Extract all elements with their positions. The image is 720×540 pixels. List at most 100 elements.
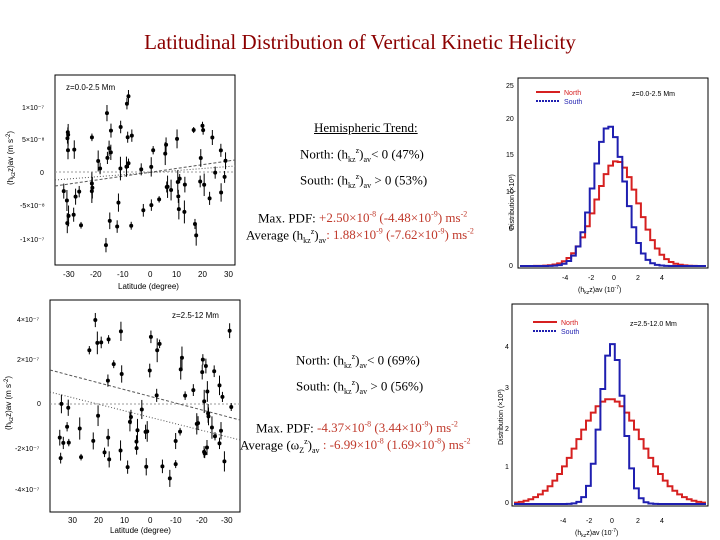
top-scatter-panel: z=0.0-2.5 Mm 1×10⁻⁷ 5×10⁻⁸ 0 -5×10⁻⁸ -1×… (6, 74, 236, 291)
bottom-max-pdf: Max. PDF: -4.37×10-8 (3.44×10-9) ms-2 (256, 420, 458, 436)
bottom-histogram-xtick: -2 (586, 518, 592, 525)
data-point (115, 224, 120, 229)
data-point (108, 150, 113, 155)
data-point (222, 459, 227, 464)
data-point (182, 182, 187, 187)
data-point (103, 243, 108, 248)
bottom-histogram-xtick: 4 (660, 518, 664, 525)
data-point (144, 464, 149, 469)
data-point (105, 378, 110, 383)
data-point (125, 135, 130, 140)
data-point (210, 135, 215, 140)
data-point (179, 355, 184, 360)
data-point (106, 435, 111, 440)
top-histogram-ytick: 5 (509, 226, 513, 233)
data-point (118, 166, 123, 171)
top-legend-north: North (564, 90, 581, 97)
data-point (98, 166, 103, 171)
top-average: Average (hkzz)av: 1.88×10-9 (-7.62×10-9)… (246, 227, 474, 245)
data-point (65, 221, 70, 226)
bottom-scatter-points (57, 312, 234, 487)
data-point (126, 161, 131, 166)
data-point (204, 445, 209, 450)
data-point (107, 218, 112, 223)
data-point (79, 223, 84, 228)
bottom-histogram-ytick: 1 (505, 464, 509, 471)
top-scatter-points (61, 89, 228, 253)
data-point (87, 348, 92, 353)
data-point (104, 111, 109, 116)
top-histogram-xtick: -4 (562, 275, 568, 282)
bottom-histogram-xlabel: (hkzz)av (10-7) (575, 528, 618, 539)
data-point (206, 414, 211, 419)
data-point (173, 439, 178, 444)
top-histogram-north-series (520, 160, 706, 267)
top-scatter-xtick: -20 (90, 270, 102, 279)
data-point (200, 123, 205, 128)
data-point (191, 128, 196, 133)
data-point (212, 369, 217, 374)
data-point (178, 429, 183, 434)
data-point (89, 135, 94, 140)
bottom-scatter-xtick: 20 (94, 516, 103, 525)
data-point (203, 364, 208, 369)
bottom-histogram-depth-label: z=2.5-12.0 Mm (630, 321, 677, 328)
data-point (89, 181, 94, 186)
data-point (59, 401, 64, 406)
data-point (96, 413, 101, 418)
data-point (219, 190, 224, 195)
data-point (205, 389, 210, 394)
data-point (143, 429, 148, 434)
data-point (73, 194, 78, 199)
bottom-scatter-xtick: -20 (196, 516, 208, 525)
bottom-scatter-xlabel: Latitude (degree) (110, 526, 171, 535)
data-point (107, 146, 112, 151)
top-histogram-ytick: 20 (506, 116, 514, 123)
top-north-trend: North: (hkzz)av< 0 (47%) (300, 146, 424, 164)
bottom-scatter-depth-label: z=2.5-12 Mm (172, 311, 219, 320)
top-scatter-xtick: 0 (148, 270, 153, 279)
top-histogram-xlabel: (hkzz)av (10-7) (578, 285, 621, 296)
top-max-pdf: Max. PDF: +2.50×10-8 (-4.48×10-9) ms-2 (258, 210, 468, 226)
data-point (93, 318, 98, 323)
data-point (71, 212, 76, 217)
data-point (102, 450, 107, 455)
bottom-legend-north: North (561, 320, 578, 327)
top-histogram-xtick: -2 (588, 275, 594, 282)
data-point (65, 424, 70, 429)
data-point (155, 348, 160, 353)
top-scatter-xtick: 10 (172, 270, 181, 279)
data-point (182, 209, 187, 214)
data-point (207, 196, 212, 201)
top-scatter-ytick: 5×10⁻⁸ (22, 137, 44, 144)
data-point (148, 334, 153, 339)
data-point (151, 148, 156, 153)
data-point (223, 158, 228, 163)
data-point (61, 440, 66, 445)
bottom-scatter-ytick: -4×10⁻⁷ (15, 487, 40, 494)
bottom-scatter-ytick: -2×10⁻⁷ (15, 446, 40, 453)
data-point (108, 128, 113, 133)
top-scatter-ytick: 0 (40, 170, 44, 177)
data-point (169, 188, 174, 193)
data-point (106, 337, 111, 342)
data-point (198, 155, 203, 160)
top-scatter-ytick: -5×10⁻⁸ (20, 203, 45, 210)
data-point (119, 371, 124, 376)
top-histogram-south-series (520, 125, 706, 267)
data-point (165, 184, 170, 189)
data-point (229, 405, 234, 410)
data-point (177, 176, 182, 181)
data-point (212, 434, 217, 439)
top-histogram-ytick: 15 (506, 152, 514, 159)
data-point (118, 124, 123, 129)
data-point (125, 465, 130, 470)
bottom-scatter-frame (49, 299, 241, 513)
bottom-histogram-panel: North South z=2.5-12.0 Mm 4 3 2 1 0 -4 -… (498, 303, 709, 539)
data-point (176, 207, 181, 212)
data-point (135, 428, 140, 433)
data-point (154, 393, 159, 398)
top-scatter-frame (54, 74, 236, 266)
data-point (147, 368, 152, 373)
